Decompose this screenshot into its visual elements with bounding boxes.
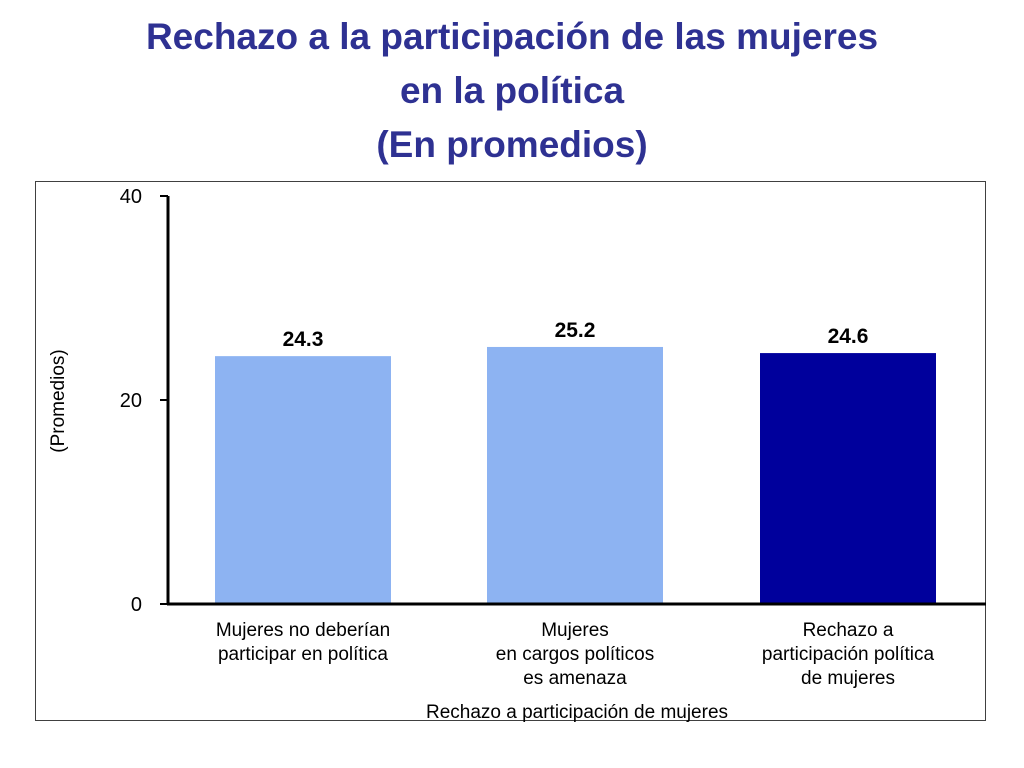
x-tick-label-line: en cargos políticos bbox=[496, 644, 654, 665]
y-tick-label: 20 bbox=[120, 390, 142, 412]
y-tick-label: 0 bbox=[131, 594, 142, 616]
data-label: 24.3 bbox=[283, 328, 324, 351]
x-tick-label-line: Mujeres bbox=[541, 620, 609, 641]
x-tick-label-line: es amenaza bbox=[523, 668, 627, 689]
x-tick-label-line: de mujeres bbox=[801, 668, 895, 689]
y-tick-label: 40 bbox=[120, 186, 142, 208]
data-label: 24.6 bbox=[828, 325, 869, 348]
chart-title: Rechazo a la participación de las mujere… bbox=[0, 10, 1024, 172]
x-axis-title: Rechazo a participación de mujeres bbox=[426, 702, 728, 723]
bar bbox=[487, 346, 663, 604]
chart-title-line-3: (En promedios) bbox=[376, 124, 648, 165]
x-tick-label-line: Rechazo a bbox=[803, 620, 894, 641]
x-tick-label-line: Mujeres no deberían bbox=[216, 620, 390, 641]
bar bbox=[760, 353, 936, 604]
chart-title-line-2: en la política bbox=[399, 70, 625, 111]
x-tick-label-line: participar en política bbox=[218, 644, 388, 665]
x-tick-label: Mujeres no deberían participar en polític… bbox=[216, 620, 390, 665]
y-axis-title: (Promedios) bbox=[48, 349, 69, 452]
chart-title-line-1: Rechazo a la participación de las mujere… bbox=[145, 16, 879, 57]
bar bbox=[215, 356, 391, 604]
x-tick-label: Rechazo a participación política de mujere… bbox=[762, 620, 935, 689]
data-label: 25.2 bbox=[555, 319, 596, 342]
x-tick-label-line: participación política bbox=[762, 644, 935, 665]
x-tick-label: Mujeres en cargos políticos es amenaza bbox=[496, 620, 654, 689]
